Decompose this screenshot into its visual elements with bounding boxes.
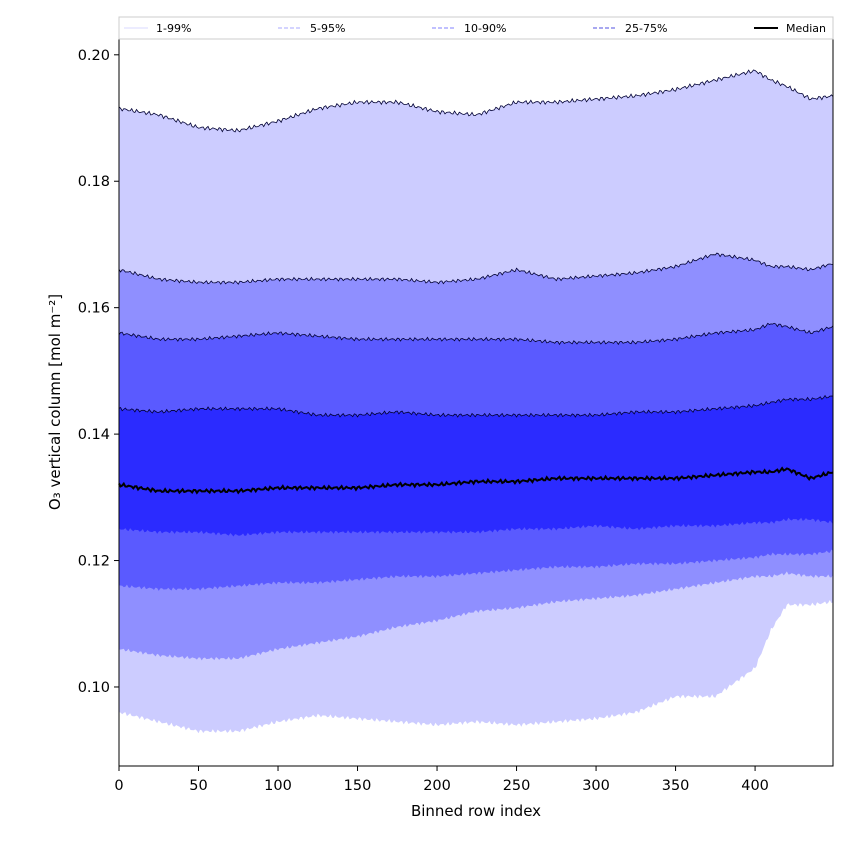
y-axis: 0.10 0.12 0.14 0.16 0.18 0.20 <box>78 48 119 696</box>
legend-label-5-95%: 5-95% <box>310 22 345 35</box>
upper-edge-99 <box>118 69 834 133</box>
x-tick-label: 300 <box>582 778 610 794</box>
x-tick-label: 400 <box>741 778 769 794</box>
x-tick-label: 350 <box>662 778 690 794</box>
y-tick-label: 0.20 <box>78 48 110 64</box>
y-tick-label: 0.18 <box>78 174 110 190</box>
x-tick-label: 100 <box>264 778 292 794</box>
median-line <box>118 466 834 495</box>
x-tick-label: 200 <box>423 778 451 794</box>
y-tick-label: 0.16 <box>78 301 110 317</box>
x-tick-label: 50 <box>189 778 207 794</box>
band-25-75% <box>119 395 833 537</box>
y-tick-label: 0.10 <box>78 680 110 696</box>
y-tick-label: 0.14 <box>78 427 110 443</box>
percentile-line-90 <box>118 322 834 346</box>
legend: 1-99% 5-95% 10-90% 25-75% Median <box>118 16 834 40</box>
percentile-line-75 <box>118 394 834 418</box>
plot-area <box>118 69 834 734</box>
legend-label-25-75%: 25-75% <box>625 22 667 35</box>
percentile-line-95 <box>118 252 834 285</box>
x-axis-label: Binned row index <box>411 802 541 820</box>
y-axis-label: O₃ vertical column [mol m⁻²] <box>46 294 64 510</box>
x-tick-label: 150 <box>344 778 372 794</box>
legend-label-10-90%: 10-90% <box>464 22 506 35</box>
legend-label-Median: Median <box>786 22 826 35</box>
legend-box <box>118 16 834 40</box>
x-tick-label: 250 <box>503 778 531 794</box>
x-tick-label: 0 <box>114 778 123 794</box>
legend-label-1-99%: 1-99% <box>156 22 191 35</box>
x-axis: 0 50 100 150 200 250 300 350 400 <box>114 766 769 794</box>
y-tick-label: 0.12 <box>78 554 110 570</box>
